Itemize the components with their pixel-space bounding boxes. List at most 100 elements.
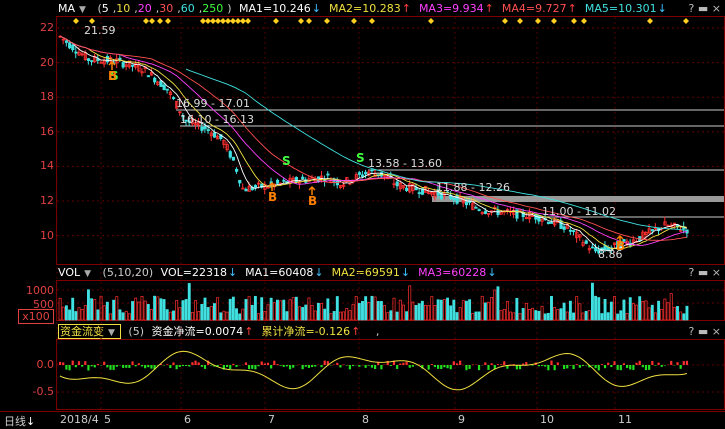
fund-bar bbox=[450, 365, 452, 369]
volume-bar bbox=[402, 305, 404, 320]
fund-bar bbox=[532, 365, 534, 366]
fund-bar bbox=[613, 361, 615, 365]
candle-body bbox=[166, 89, 168, 90]
fund-bar bbox=[144, 365, 146, 368]
fund-bar bbox=[648, 365, 650, 370]
volume-bar bbox=[292, 298, 294, 320]
candle-body bbox=[585, 241, 587, 244]
candle-body bbox=[239, 180, 241, 183]
candle-body bbox=[106, 56, 108, 61]
volume-bar bbox=[235, 309, 237, 320]
volume-bar bbox=[538, 311, 540, 320]
gap-label-2: 16.10 - 16.13 bbox=[180, 113, 254, 126]
volume-bar bbox=[648, 308, 650, 320]
candle-body bbox=[204, 127, 206, 129]
volume-bar bbox=[286, 312, 288, 320]
volume-bar bbox=[201, 304, 203, 320]
volume-bar bbox=[232, 297, 234, 320]
fund-bar bbox=[456, 363, 458, 365]
fund-bar bbox=[661, 365, 663, 367]
candle-body bbox=[550, 222, 552, 223]
volume-bar bbox=[371, 296, 373, 320]
volume-bar bbox=[248, 297, 250, 320]
fund-bar bbox=[547, 365, 549, 370]
volume-bar bbox=[509, 312, 511, 320]
volume-bar bbox=[595, 296, 597, 320]
volume-bar bbox=[424, 305, 426, 320]
volume-bar bbox=[513, 313, 515, 320]
fund-bar bbox=[147, 365, 149, 367]
volume-bar bbox=[97, 310, 99, 320]
fund-bar bbox=[273, 361, 275, 365]
buy-signal: B bbox=[108, 69, 117, 83]
candle-body bbox=[245, 189, 247, 191]
volume-bar bbox=[443, 300, 445, 320]
event-diamond-icon bbox=[571, 18, 577, 24]
fund-bar bbox=[75, 365, 77, 367]
candle-body bbox=[560, 221, 562, 229]
fund-bar bbox=[125, 365, 127, 368]
volume-bar bbox=[484, 303, 486, 320]
volume-bar bbox=[333, 311, 335, 320]
volume-bar bbox=[128, 314, 130, 320]
volume-bar bbox=[302, 307, 304, 320]
fund-bar bbox=[81, 365, 83, 367]
volume-bar bbox=[459, 308, 461, 320]
volume-bar bbox=[289, 300, 291, 320]
fund-bar bbox=[324, 361, 326, 365]
fund-bar bbox=[97, 364, 99, 365]
volume-bar bbox=[172, 311, 174, 320]
fund-bar bbox=[607, 363, 609, 365]
volume-bar bbox=[629, 298, 631, 320]
fund-bar bbox=[396, 365, 398, 369]
fund-bar bbox=[182, 365, 184, 366]
volume-bar bbox=[135, 298, 137, 320]
event-diamond-icon bbox=[143, 18, 149, 24]
fund-cumulative-line bbox=[60, 351, 687, 390]
volume-bar bbox=[415, 305, 417, 320]
fund-bar bbox=[169, 365, 171, 368]
volume-bar bbox=[327, 299, 329, 320]
volume-bar bbox=[157, 297, 159, 320]
volume-bar bbox=[664, 299, 666, 320]
candle-body bbox=[72, 45, 74, 49]
volume-bar bbox=[182, 301, 184, 320]
fund-bar bbox=[440, 365, 442, 369]
fund-bar bbox=[478, 365, 480, 370]
fund-bar bbox=[484, 362, 486, 365]
volume-bar bbox=[257, 314, 259, 320]
fund-bar bbox=[138, 363, 140, 365]
fund-bar bbox=[399, 364, 401, 365]
price-frame bbox=[57, 17, 725, 265]
event-diamond-icon bbox=[369, 18, 375, 24]
fund-bar bbox=[232, 364, 234, 365]
volume-bar bbox=[103, 306, 105, 320]
fund-bar bbox=[94, 365, 96, 367]
volume-bar bbox=[185, 299, 187, 320]
volume-bar bbox=[456, 312, 458, 320]
gap-label-1: 16.99 - 17.01 bbox=[176, 97, 250, 110]
volume-bar bbox=[409, 286, 411, 320]
volume-bar bbox=[620, 311, 622, 320]
volume-bar bbox=[106, 302, 108, 320]
volume-bar bbox=[390, 311, 392, 320]
volume-bar bbox=[223, 311, 225, 320]
volume-bar bbox=[576, 297, 578, 320]
candle-body bbox=[68, 43, 70, 48]
candle-body bbox=[484, 211, 486, 213]
volume-bar bbox=[72, 298, 74, 320]
volume-bar bbox=[446, 298, 448, 320]
fund-bar bbox=[245, 362, 247, 365]
fund-bar bbox=[226, 365, 228, 367]
event-diamond-icon bbox=[683, 18, 689, 24]
volume-bar bbox=[642, 301, 644, 320]
volume-bar bbox=[147, 304, 149, 320]
volume-bar bbox=[273, 303, 275, 320]
volume-bar bbox=[670, 294, 672, 320]
volume-bar bbox=[169, 312, 171, 320]
volume-bar bbox=[522, 308, 524, 320]
volume-bar bbox=[78, 308, 80, 320]
fund-bar bbox=[320, 365, 322, 367]
sell-signal: S bbox=[282, 154, 291, 168]
